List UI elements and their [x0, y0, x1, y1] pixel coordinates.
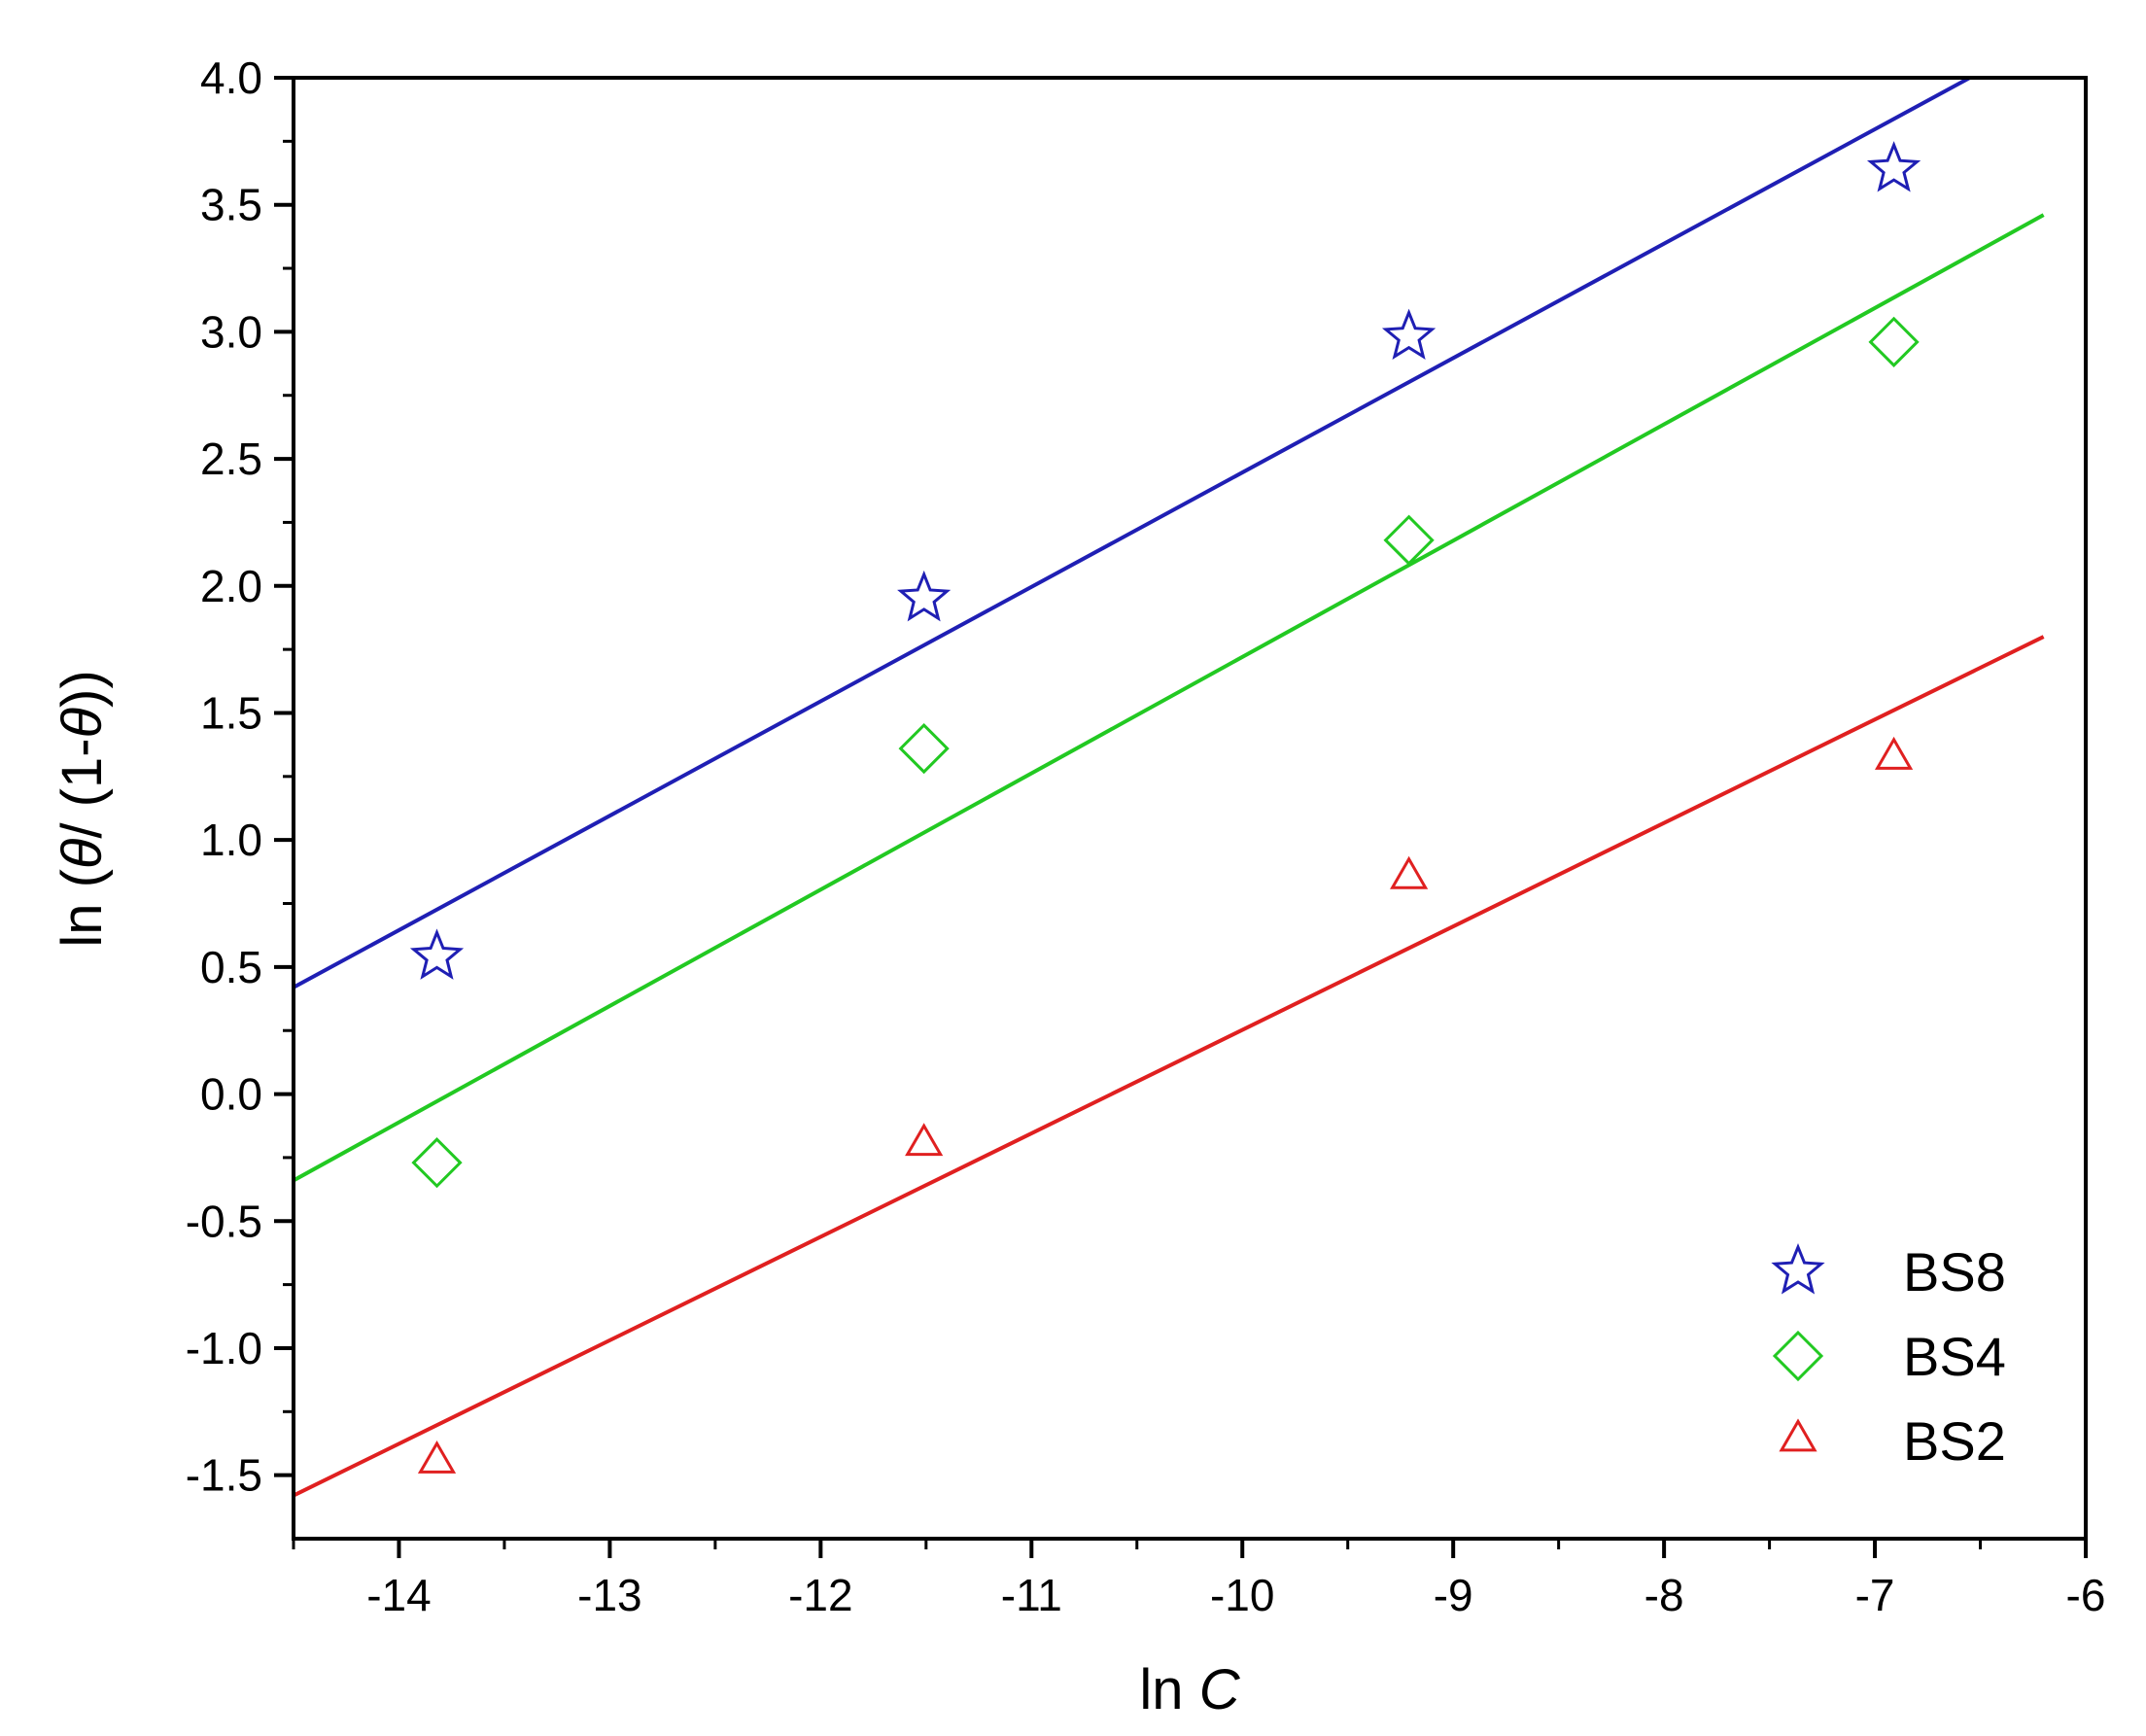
y-tick-label: 1.0 — [200, 815, 262, 865]
legend-marker-bs8 — [1771, 1242, 1825, 1295]
legend-label-bs8: BS8 — [1903, 1241, 2006, 1302]
y-axis: -1.5 -1.0 -0.5 0.0 0.5 1.0 1.5 2.0 2.5 3.0 3.5 4.0 — [186, 52, 294, 1501]
data-point-bs4 — [898, 722, 950, 775]
x-tick-label: -8 — [1644, 1570, 1684, 1620]
y-tick-label: 2.5 — [200, 434, 262, 484]
legend-marker-bs2 — [1779, 1418, 1817, 1452]
data-point-bs2 — [1874, 736, 1914, 770]
data-point-bs4 — [1383, 514, 1435, 566]
x-axis: -14 -13 -12 -11 -10 -9 -8 -7 -6 — [292, 1539, 2106, 1620]
data-point-bs8 — [409, 928, 465, 980]
y-tick-label: 2.0 — [200, 561, 262, 611]
y-tick-label: -0.5 — [186, 1196, 262, 1246]
data-point-bs8 — [1866, 141, 1921, 192]
y-tick-label: 4.0 — [200, 52, 262, 103]
fit-line-bs2 — [294, 635, 2045, 1498]
y-tick-label: -1.5 — [186, 1450, 262, 1501]
x-tick-label: -13 — [577, 1570, 641, 1620]
data-point-bs8 — [897, 570, 952, 622]
data-point-bs2 — [1390, 855, 1429, 889]
data-point-bs4 — [1868, 316, 1920, 367]
legend: BS8 BS4 BS2 — [1771, 1241, 2006, 1472]
legend-label-bs4: BS4 — [1903, 1326, 2006, 1387]
data-point-bs4 — [411, 1137, 463, 1189]
x-tick-label: -11 — [1001, 1570, 1062, 1620]
fit-line-bs4 — [294, 213, 2045, 1183]
x-tick-label: -14 — [366, 1570, 431, 1620]
data-point-bs8 — [1381, 308, 1436, 361]
y-tick-label: 3.0 — [200, 306, 262, 357]
data-point-bs2 — [417, 1440, 457, 1474]
x-tick-label: -7 — [1855, 1570, 1895, 1620]
y-tick-label: -1.0 — [186, 1323, 262, 1373]
y-tick-label: 3.5 — [200, 180, 262, 230]
y-axis-title: ln (θ/ (1-θ)) — [51, 670, 114, 947]
data-point-bs2 — [905, 1123, 944, 1157]
x-axis-title: ln C — [1139, 1658, 1240, 1721]
plot-frame — [292, 76, 2088, 1541]
legend-marker-bs4 — [1772, 1330, 1824, 1382]
x-tick-label: -6 — [2066, 1570, 2106, 1620]
x-tick-label: -9 — [1434, 1570, 1473, 1620]
fit-line-bs8 — [294, 78, 1971, 990]
x-tick-label: -12 — [788, 1570, 852, 1620]
legend-label-bs2: BS2 — [1903, 1410, 2006, 1472]
fit-lines — [294, 78, 2045, 1498]
y-tick-label: 0.0 — [200, 1069, 262, 1120]
x-tick-label: -10 — [1210, 1570, 1274, 1620]
data-markers — [409, 141, 1921, 1474]
y-tick-label: 1.5 — [200, 687, 262, 738]
y-tick-label: 0.5 — [200, 942, 262, 992]
